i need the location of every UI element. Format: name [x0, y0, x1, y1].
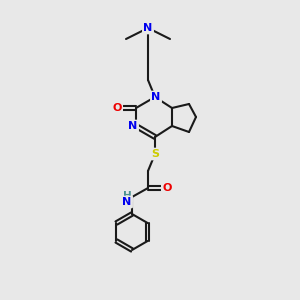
Text: N: N: [143, 23, 153, 33]
Text: O: O: [112, 103, 122, 113]
Text: N: N: [152, 92, 160, 102]
Text: S: S: [151, 149, 159, 159]
Text: O: O: [162, 183, 172, 193]
Text: H: H: [123, 191, 131, 201]
Text: N: N: [122, 197, 132, 207]
Text: N: N: [128, 121, 138, 131]
